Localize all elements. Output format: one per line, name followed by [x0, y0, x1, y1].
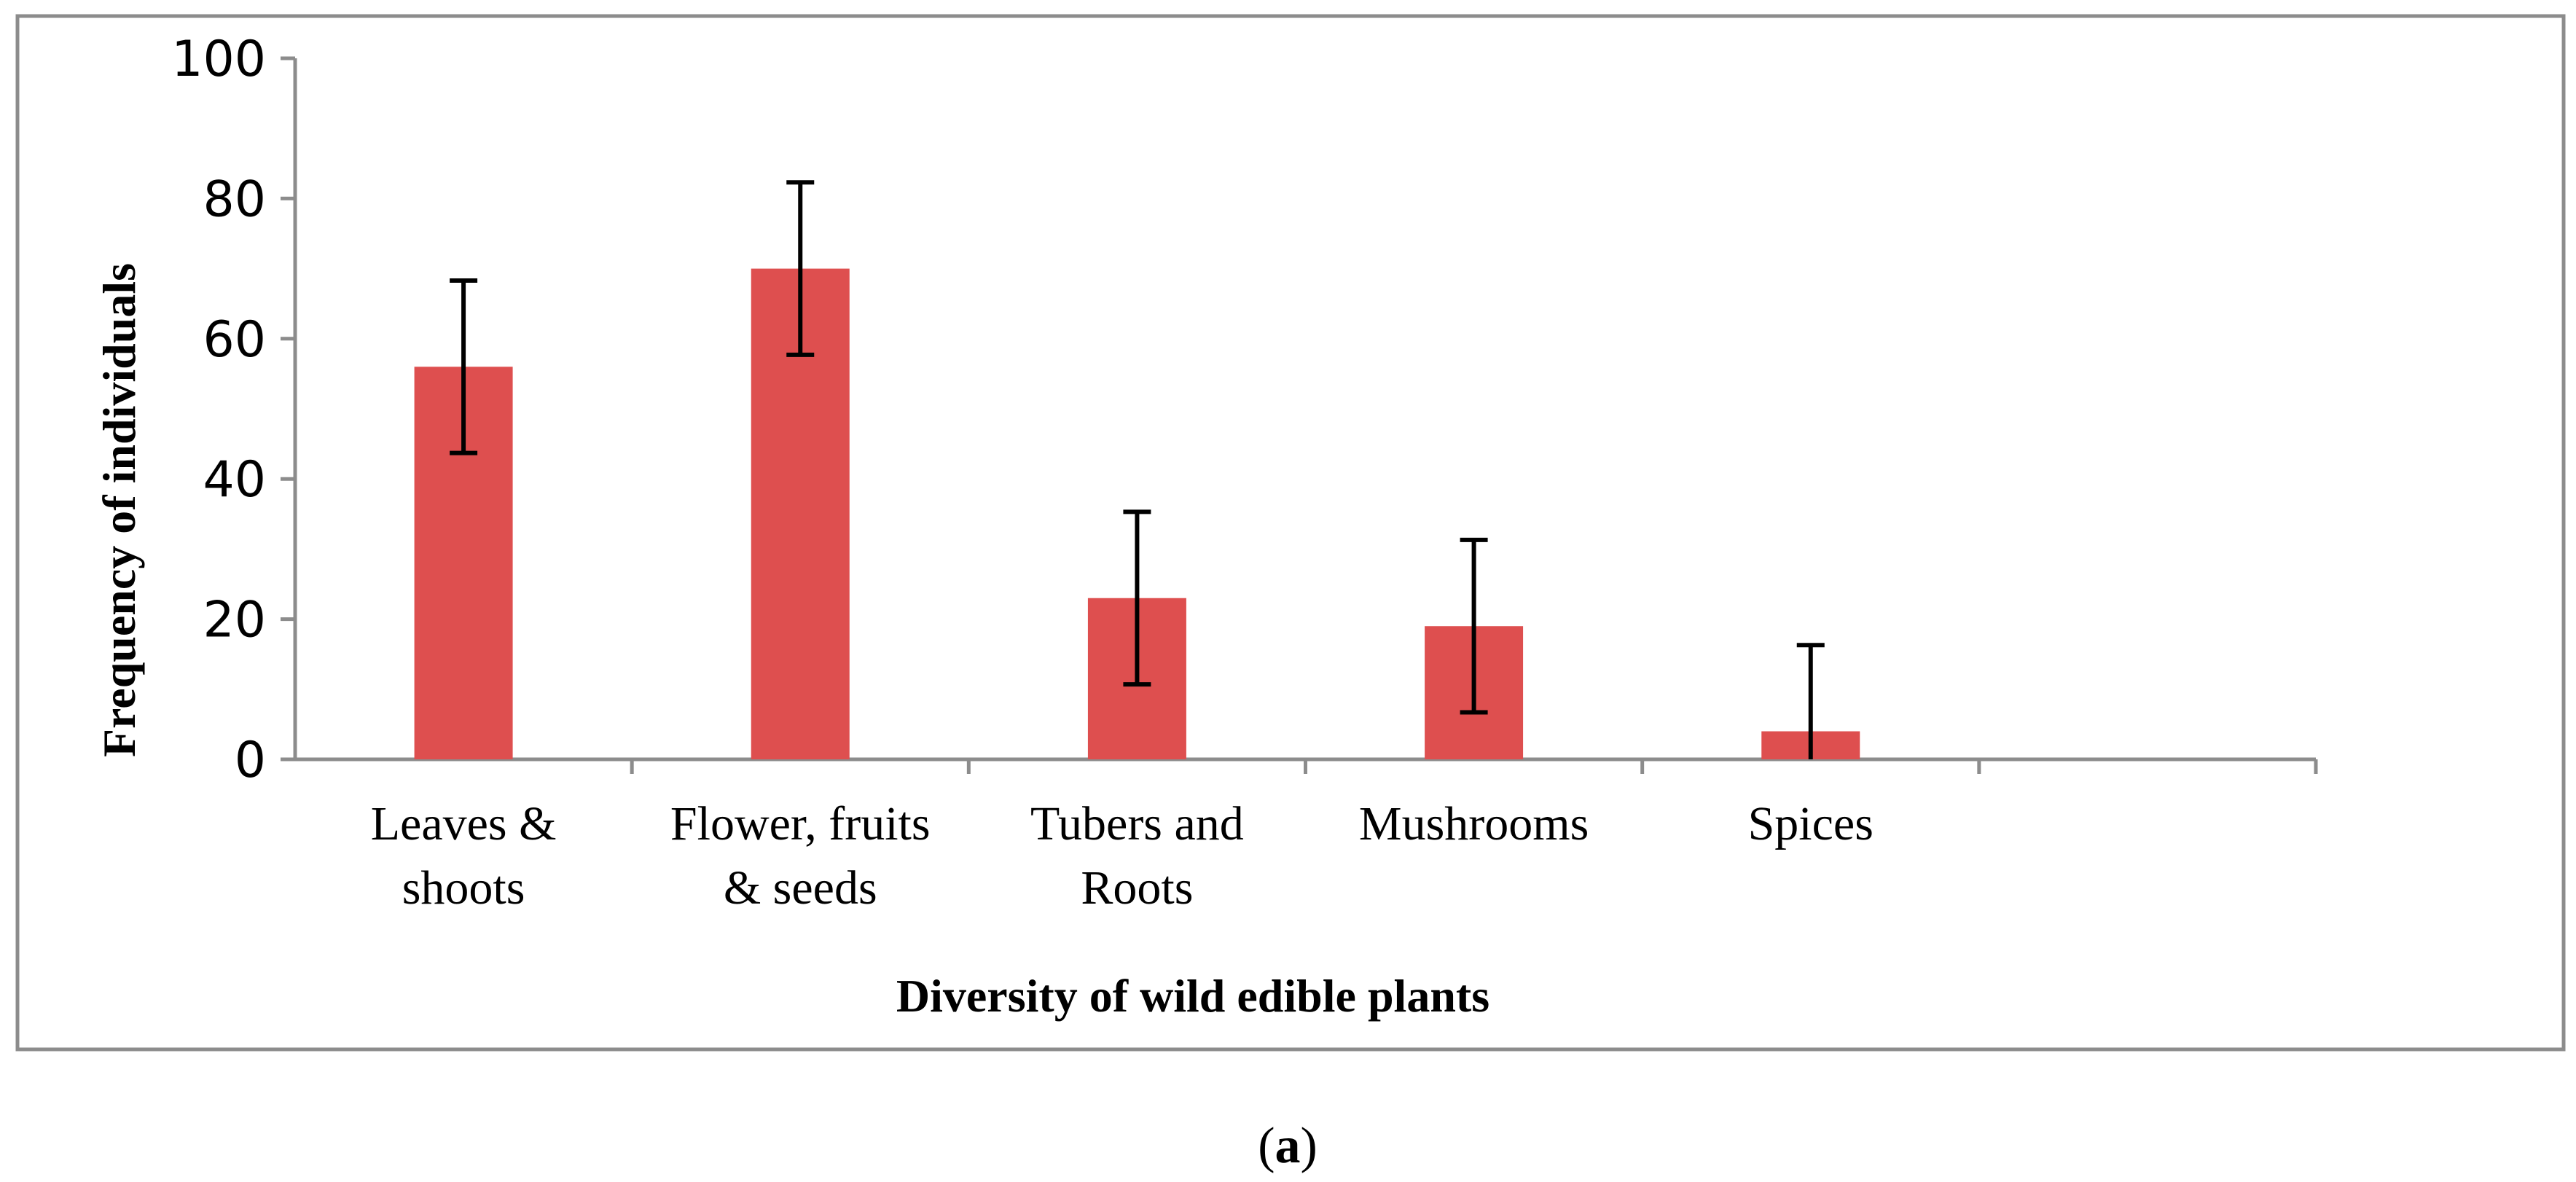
y-tick-label: 40 — [203, 451, 266, 509]
y-axis-title: Frequency of individuals — [93, 263, 145, 757]
caption-open: ( — [1258, 1118, 1275, 1174]
x-tick-label-line: Flower, fruits — [670, 797, 931, 850]
x-axis-title: Diversity of wild edible plants — [896, 970, 1489, 1022]
y-tick-label: 100 — [171, 31, 266, 88]
chart-frame — [15, 14, 2566, 1052]
x-tick-label-line: & seeds — [724, 861, 877, 915]
y-tick-label: 20 — [203, 592, 266, 649]
x-tick-label-line: Tubers and — [1030, 797, 1244, 850]
caption-letter: a — [1275, 1118, 1301, 1174]
x-tick-label: Spices — [1748, 797, 1874, 850]
figure-caption: (a) — [1258, 1118, 1318, 1174]
x-tick-label-line: Roots — [1081, 861, 1193, 915]
y-tick-label: 80 — [203, 171, 266, 228]
x-tick-label: Flower, fruits & seeds — [670, 797, 931, 915]
x-tick-label-line: Mushrooms — [1359, 797, 1589, 850]
x-tick-label: Tubers and Roots — [1030, 797, 1244, 915]
plot-area: 0 20 40 60 80 100 Leaves & shoots Flower, fruits… — [171, 31, 2318, 915]
x-tick-label: Mushrooms — [1359, 797, 1589, 850]
y-tick-label: 0 — [235, 732, 266, 789]
x-tick-label-line: Spices — [1748, 797, 1874, 850]
x-tick-label: Leaves & shoots — [371, 797, 557, 915]
x-tick-label-line: shoots — [402, 861, 525, 915]
y-tick-label: 60 — [203, 311, 266, 369]
x-tick-label-line: Leaves & — [371, 797, 557, 850]
caption-close: ) — [1301, 1118, 1318, 1174]
